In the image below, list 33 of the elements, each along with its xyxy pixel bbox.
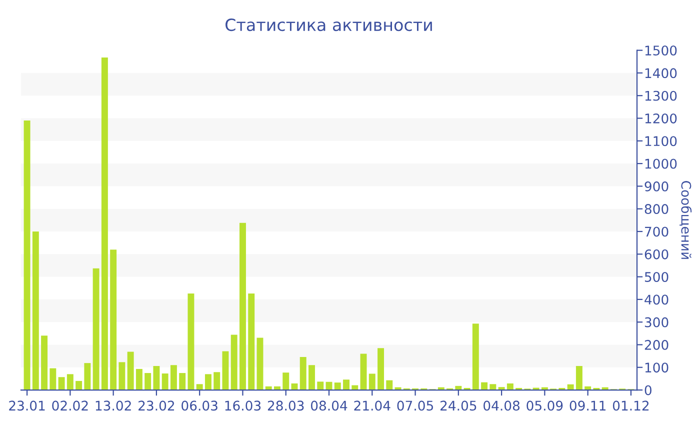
x-tick-label: 05.09 (526, 400, 563, 411)
y-tick-label: 100 (645, 362, 668, 373)
y-tick-label: 200 (644, 340, 668, 350)
x-tick-label: 08.04 (310, 400, 348, 411)
chart-title: Статистика активности (226, 18, 432, 32)
x-tick-label: 07.05 (397, 400, 434, 411)
x-tick-label: 24.05 (440, 400, 476, 411)
y-tick-label: 600 (644, 249, 668, 260)
y-axis-title: Сообщений (680, 180, 692, 259)
y-tick-label: 1300 (645, 90, 677, 101)
y-tick-label: 1100 (645, 136, 677, 146)
x-tick-label: 13.02 (96, 400, 131, 411)
x-tick-label: 23.01 (9, 400, 45, 411)
y-tick-label: 300 (644, 317, 668, 328)
x-tick-label: 06.03 (182, 400, 218, 411)
y-tick-label: 700 (645, 226, 668, 237)
y-tick-label: 1400 (645, 68, 677, 78)
x-tick-label: 04.08 (484, 400, 520, 411)
y-tick-label: 800 (644, 204, 668, 214)
x-tick-label: 09.11 (570, 400, 606, 411)
x-tick-label: 28.03 (268, 400, 304, 411)
y-tick-label: 400 (644, 294, 668, 305)
x-tick-label: 01.12 (612, 400, 649, 411)
y-tick-label: 500 (644, 272, 668, 282)
y-tick-label: 1200 (645, 113, 677, 124)
x-tick-label: 16.03 (225, 400, 261, 411)
x-tick-label: 02.02 (52, 400, 88, 411)
y-tick-label: 1500 (645, 46, 677, 56)
x-tick-label: 21.04 (354, 400, 390, 411)
y-tick-label: 1000 (645, 158, 677, 169)
x-tick-label: 23.02 (138, 400, 174, 411)
y-tick-label: 900 (644, 181, 668, 192)
y-tick-label: 0 (644, 385, 652, 396)
